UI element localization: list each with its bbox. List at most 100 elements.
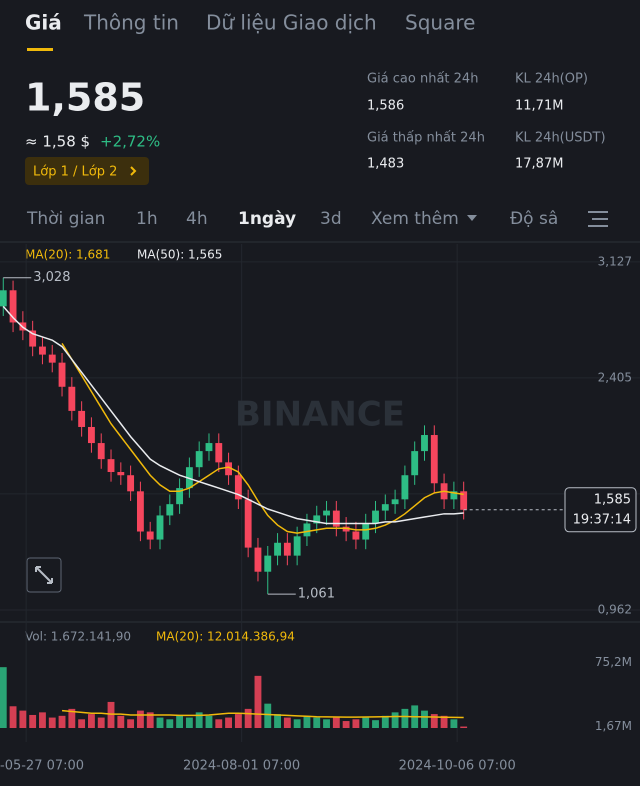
volume-bar [39, 712, 46, 728]
volume-bar [68, 708, 76, 728]
volume-bar [401, 708, 409, 728]
dropdown-icon [467, 215, 477, 221]
volume-bar [391, 712, 399, 728]
candle-body [332, 510, 340, 527]
volume-bar [274, 714, 281, 728]
interval[interactable]: Xem thêm [371, 209, 459, 229]
price-change: +2,72% [100, 133, 160, 151]
interval[interactable]: 1ngày [238, 209, 296, 229]
interval[interactable]: Độ sâ [510, 209, 558, 229]
candle-body [136, 491, 144, 532]
interval[interactable]: 4h [186, 209, 208, 229]
volume-bar [19, 710, 27, 728]
candle-body [362, 523, 370, 540]
candle-body [381, 504, 389, 511]
last-price-box [564, 487, 637, 533]
tab[interactable]: Giá [25, 11, 62, 35]
candle-body [303, 523, 311, 537]
x-tick-label: -05-27 07:00 [0, 759, 84, 774]
candle-body [166, 504, 174, 516]
ma-line [2, 305, 464, 525]
volume-bar [166, 719, 174, 728]
annotation-label: 1,061 [298, 587, 335, 602]
interval[interactable]: Thời gian [26, 209, 105, 229]
candle-body [58, 362, 66, 387]
candle-body [234, 475, 242, 500]
candle-body [293, 536, 301, 556]
volume-bar [440, 715, 448, 728]
tag-bg[interactable] [25, 157, 149, 185]
interval[interactable]: 3d [320, 209, 342, 229]
candle-body [29, 330, 37, 347]
interval[interactable]: 1h [136, 209, 158, 229]
x-tick-label: 2024-08-01 07:00 [183, 759, 300, 774]
volume-bar [421, 710, 428, 728]
candle-body [107, 459, 115, 473]
volume-bar [127, 719, 135, 728]
volume-bar [430, 714, 438, 728]
tab[interactable]: Thông tin [83, 11, 179, 35]
volume-bar [136, 710, 144, 728]
y-tick-label: 2,405 [598, 370, 632, 384]
tab[interactable]: Dữ liệu Giao dịch [206, 11, 377, 35]
candle-body [9, 290, 17, 323]
volume-bar [450, 719, 458, 728]
stat-label: KL 24h(OP) [515, 72, 588, 87]
x-tick-label: 2024-10-06 07:00 [399, 759, 516, 774]
candle-body [205, 443, 213, 452]
y-tick-label: 3,127 [598, 254, 632, 268]
volume-bar [352, 719, 360, 728]
candle-body [342, 526, 350, 532]
price: 1,585 [25, 76, 145, 120]
candle-body [430, 435, 438, 484]
settings-icon[interactable] [588, 211, 608, 227]
candle-body [391, 499, 399, 505]
volume-bar [460, 726, 468, 728]
volume-bar [29, 714, 37, 728]
tab[interactable]: Square [405, 11, 475, 35]
expand-button[interactable] [26, 557, 62, 593]
candle-body [88, 426, 95, 444]
volume-bar [234, 714, 242, 728]
tab-indicator [27, 48, 53, 51]
volume-bar [215, 719, 223, 728]
volume-bar [48, 717, 56, 728]
volume-tick-label: 1,67M [595, 719, 632, 733]
volume-bar [225, 717, 232, 728]
volume-bar [107, 701, 115, 728]
candle-body [283, 542, 291, 556]
stat-value: 11,71M [515, 99, 563, 114]
volume-bar [117, 715, 125, 728]
ma-legend: MA(20): 1,681 [25, 248, 110, 262]
volume-bar [381, 715, 389, 728]
volume-bar [332, 717, 340, 728]
candle-body [176, 488, 184, 505]
expand-icon [35, 566, 53, 584]
candle-body [421, 435, 428, 452]
volume-bar [195, 712, 203, 728]
volume-bar [156, 717, 164, 728]
candle-body [97, 443, 105, 460]
volume-bar [323, 719, 330, 728]
candle-body [68, 386, 76, 411]
y-tick-label: 0,962 [598, 602, 632, 616]
stat-label: KL 24h(USDT) [515, 131, 606, 146]
candle-body [244, 499, 252, 548]
volume-bar [146, 712, 154, 728]
stat-label: Giá cao nhất 24h [367, 72, 478, 87]
candle-body [411, 451, 419, 476]
volume-bar [78, 719, 86, 728]
tag[interactable]: Lớp 1 / Lớp 2 [33, 165, 117, 180]
stat-value: 17,87M [515, 157, 563, 172]
volume-bar [362, 717, 370, 728]
volume-bar [176, 714, 184, 728]
candle-body [127, 475, 135, 492]
ma-line [61, 709, 464, 719]
volume-bar [313, 717, 321, 728]
stat-value: 1,483 [367, 157, 404, 172]
annotation-label: 3,028 [33, 270, 70, 285]
watermark: BINANCE [235, 395, 405, 435]
candle-body [323, 510, 330, 516]
